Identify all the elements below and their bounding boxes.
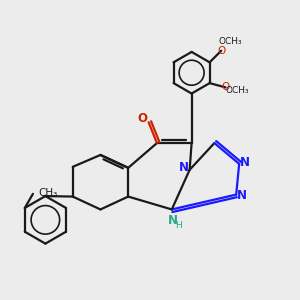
Text: N: N (236, 189, 247, 202)
Text: O: O (137, 112, 147, 125)
Text: N: N (239, 157, 250, 169)
Text: OCH₃: OCH₃ (226, 86, 249, 95)
Text: N: N (167, 214, 177, 227)
Text: H: H (175, 221, 182, 230)
Text: N: N (179, 161, 189, 174)
Text: O: O (217, 46, 225, 56)
Text: O: O (221, 82, 230, 92)
Text: OCH₃: OCH₃ (218, 38, 242, 46)
Text: CH₃: CH₃ (38, 188, 58, 198)
